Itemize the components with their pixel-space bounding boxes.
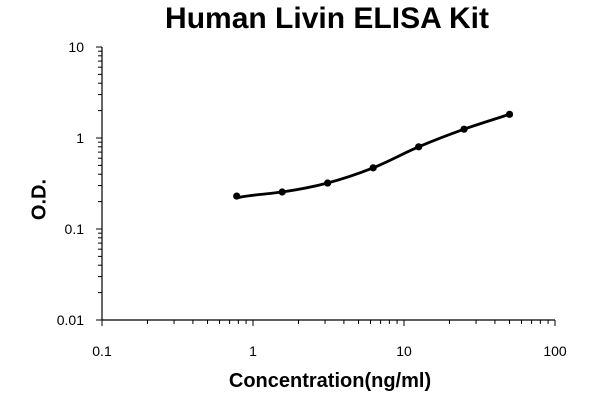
chart-title: Human Livin ELISA Kit [165, 2, 489, 35]
data-point [233, 192, 241, 200]
data-point [415, 143, 423, 151]
x-tick-label: 10 [396, 343, 412, 359]
x-tick-label: 1 [249, 343, 257, 359]
y-tick-label: 0.1 [65, 221, 85, 237]
ticks: 0.1 1 10 100 0.01 0.1 1 10 [57, 39, 567, 359]
standard-curve-line [235, 112, 511, 200]
data-point [324, 179, 332, 187]
x-axis-title: Concentration(ng/ml) [228, 370, 432, 392]
x-tick-label: 100 [543, 343, 567, 359]
data-point [460, 125, 468, 133]
data-point [278, 188, 286, 196]
data-point [505, 110, 514, 118]
axes [101, 47, 555, 321]
x-tick-label: 0.1 [92, 343, 112, 359]
points-layer [233, 110, 514, 200]
data-point [369, 164, 377, 172]
y-tick-label: 1 [76, 130, 84, 146]
y-tick-label: 0.01 [57, 312, 84, 328]
y-tick-label: 10 [68, 39, 84, 55]
curve-layer [235, 112, 511, 200]
